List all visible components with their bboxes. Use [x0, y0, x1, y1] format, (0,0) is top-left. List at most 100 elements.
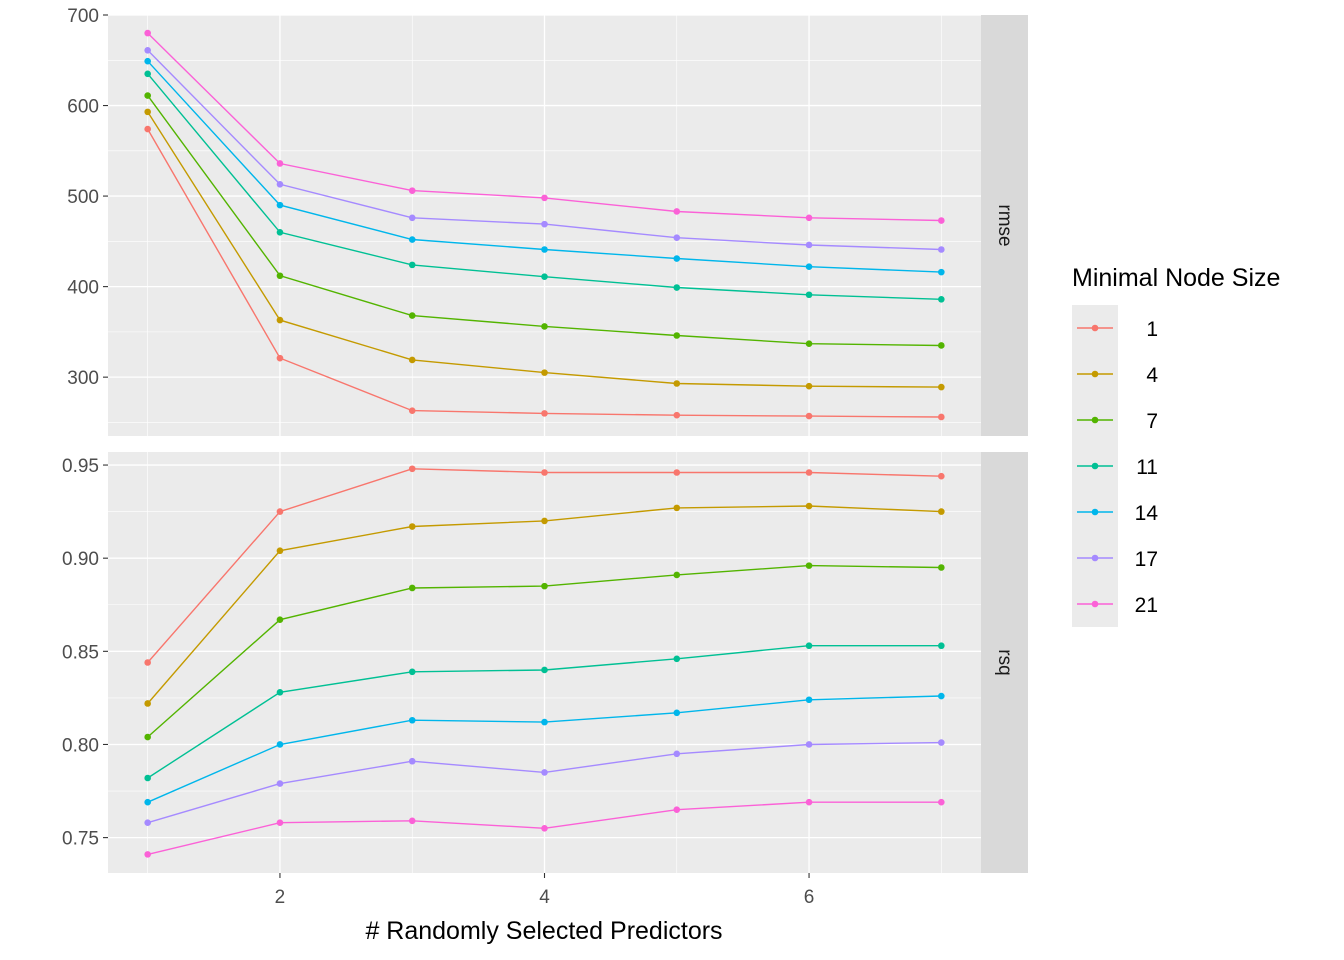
data-point [408, 716, 416, 724]
data-point [276, 160, 284, 167]
data-point [673, 504, 681, 512]
series-17 [144, 47, 945, 253]
y-tick-label: 0.80 [62, 735, 99, 756]
data-point [541, 517, 548, 525]
data-point [541, 246, 548, 253]
data-point [408, 584, 416, 592]
data-point [805, 642, 813, 650]
data-point [805, 291, 813, 299]
data-point [673, 469, 681, 476]
data-point [144, 774, 151, 782]
data-point [408, 465, 416, 473]
data-point [541, 194, 548, 202]
data-point [938, 342, 945, 349]
data-point [673, 332, 681, 339]
data-point [541, 824, 548, 832]
data-point [805, 263, 813, 270]
data-point [408, 187, 416, 194]
legend-label: 1 [1146, 318, 1158, 341]
series-1 [144, 465, 945, 666]
panels: 300 400 500 600 700 rmse 0.75 0.80 0.85 0.90 0.95 r… [62, 6, 1028, 908]
x-tick-label: 2 [275, 887, 286, 908]
data-point [144, 659, 151, 666]
data-point [541, 469, 548, 476]
data-point [938, 217, 945, 224]
x-tick-label: 6 [804, 887, 815, 908]
strip-background [981, 452, 1028, 873]
data-point [938, 798, 945, 806]
series-21 [144, 798, 945, 858]
series-14 [144, 692, 945, 806]
data-point [276, 741, 284, 748]
data-point [408, 523, 416, 530]
series-4 [144, 108, 945, 391]
legend-entry-1: 1 [1077, 318, 1158, 341]
data-point [541, 369, 548, 376]
data-point [673, 208, 681, 215]
data-point [276, 547, 284, 555]
legend-label: 14 [1135, 502, 1159, 525]
data-point [673, 571, 681, 579]
x-axis-title: # Randomly Selected Predictors [365, 917, 722, 945]
data-point [144, 700, 151, 707]
data-point [938, 383, 945, 391]
data-point [408, 668, 416, 676]
series-4 [144, 502, 945, 707]
data-point [938, 413, 945, 421]
data-point [541, 410, 548, 417]
series-1 [144, 125, 945, 421]
data-point [276, 689, 284, 696]
data-point [144, 819, 151, 827]
series-21 [144, 29, 945, 224]
legend-key-point [1091, 370, 1099, 378]
data-point [938, 508, 945, 515]
data-point [408, 757, 416, 765]
data-point [938, 642, 945, 650]
legend-entry-17: 17 [1077, 548, 1158, 571]
strip-label-rmse: rmse [994, 204, 1015, 246]
legend-key-point [1091, 416, 1099, 424]
data-point [144, 125, 151, 133]
data-point [805, 382, 813, 390]
data-point [408, 214, 416, 222]
data-point [673, 380, 681, 387]
data-point [541, 220, 548, 228]
data-point [673, 709, 681, 717]
legend-key-point [1091, 508, 1099, 516]
legend-entry-4: 4 [1077, 364, 1158, 387]
data-point [541, 769, 548, 776]
data-point [276, 616, 284, 623]
legend-key-point [1091, 324, 1099, 332]
data-point [673, 806, 681, 813]
legend-label: 11 [1136, 456, 1158, 479]
data-point [541, 323, 548, 330]
data-point [144, 733, 151, 741]
data-point [541, 582, 548, 590]
data-point [805, 412, 813, 420]
data-point [805, 798, 813, 806]
data-point [805, 241, 813, 249]
data-point [144, 851, 151, 858]
data-point [805, 562, 813, 569]
x-tick-label: 4 [539, 887, 550, 908]
data-point [144, 70, 151, 78]
data-point [805, 214, 813, 222]
legend-label: 17 [1135, 548, 1158, 571]
data-point [673, 255, 681, 262]
data-point [276, 272, 284, 280]
data-point [276, 201, 284, 209]
data-point [144, 47, 151, 54]
data-point [938, 692, 945, 700]
strip-background [981, 15, 1028, 436]
data-point [938, 564, 945, 571]
data-point [144, 57, 151, 65]
legend-label: 21 [1135, 594, 1158, 617]
data-point [673, 234, 681, 242]
data-point [673, 284, 681, 291]
data-point [673, 750, 681, 758]
data-point [938, 472, 945, 480]
y-tick-label: 500 [67, 187, 99, 208]
data-point [144, 92, 151, 99]
legend-title: Minimal Node Size [1072, 264, 1280, 292]
